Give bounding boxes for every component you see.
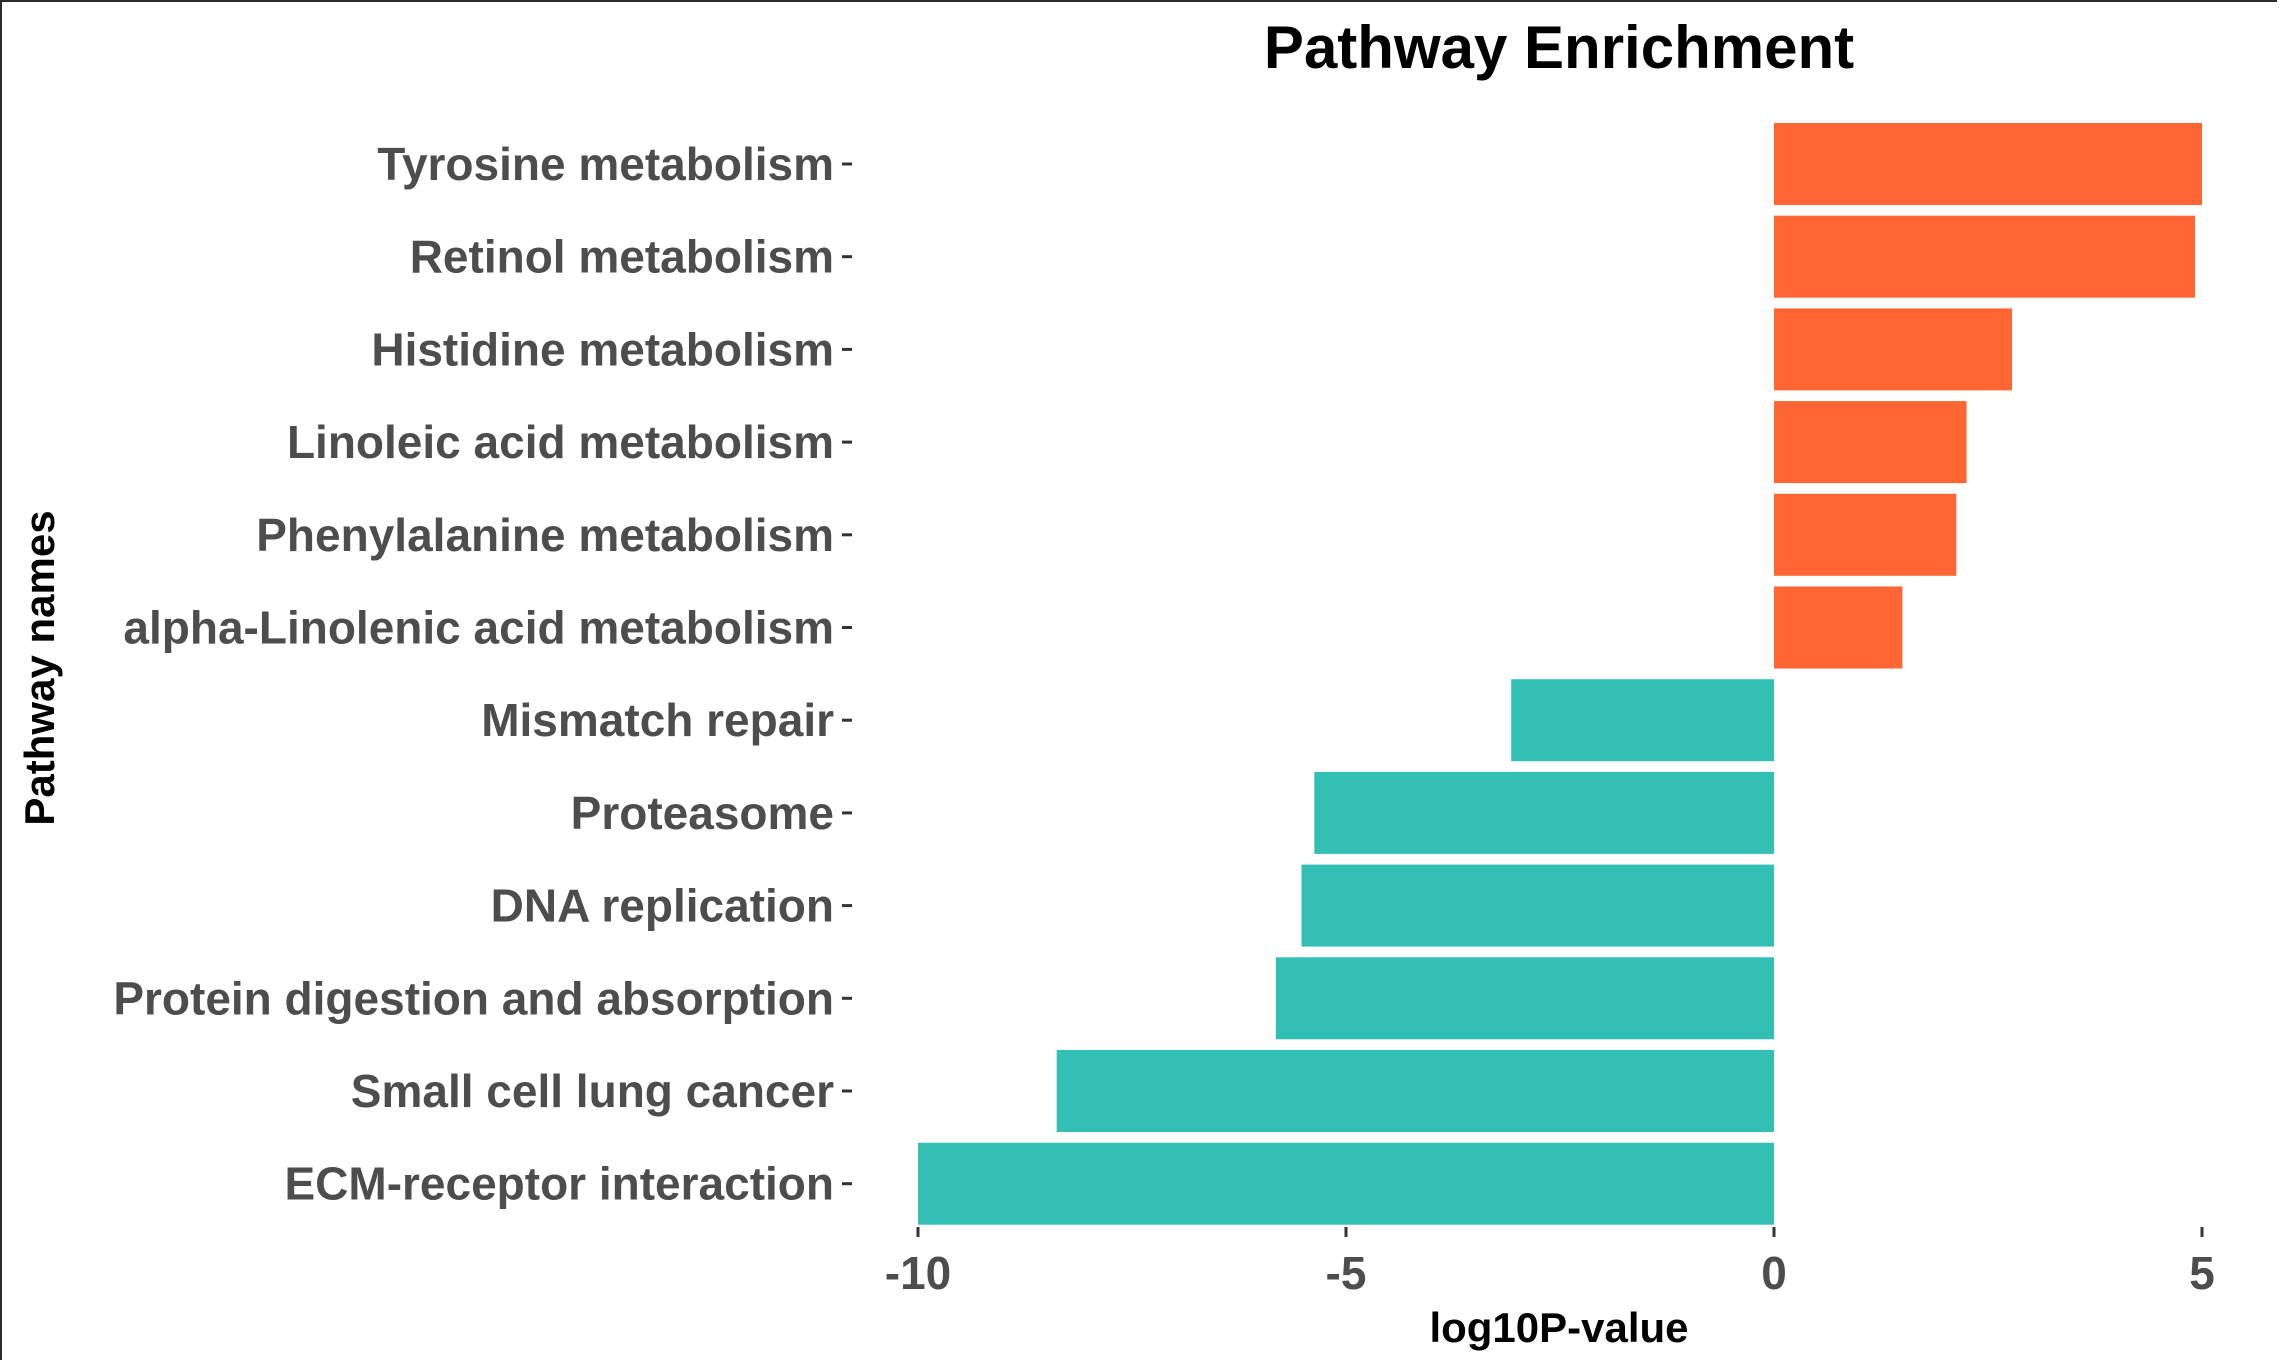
bar-mismatch-repair (1511, 679, 1774, 762)
category-label: DNA replication (491, 880, 834, 932)
category-label: Histidine metabolism (371, 323, 834, 375)
x-tick-label: 0 (1761, 1247, 1787, 1299)
category-labels: Tyrosine metabolism Retinol metabolism His… (113, 138, 852, 1210)
chart-title: Pathway Enrichment (1264, 14, 1854, 81)
category-label: Small cell lung cancer (351, 1065, 834, 1117)
category-label: Linoleic acid metabolism (287, 416, 834, 468)
category-label: alpha-Linolenic acid metabolism (123, 602, 834, 654)
category-label: Mismatch repair (481, 694, 834, 746)
x-tick-label: 5 (2189, 1247, 2215, 1299)
x-tick-label: -5 (1326, 1247, 1367, 1299)
category-label: Proteasome (571, 787, 834, 839)
x-axis-title: log10P-value (1429, 1304, 1688, 1351)
bar-dna-replication (1301, 864, 1774, 947)
category-label: ECM-receptor interaction (284, 1158, 834, 1210)
x-axis-ticks: -10 -5 0 5 (885, 1227, 2215, 1299)
y-axis-title: Pathway names (16, 510, 63, 825)
category-label: Retinol metabolism (410, 231, 834, 283)
bar-histidine-metabolism (1774, 308, 2012, 391)
bar-alpha-linolenic-acid-metabolism (1774, 586, 1903, 669)
bar-ecm-receptor-interaction (918, 1142, 1774, 1225)
category-label: Phenylalanine metabolism (256, 509, 834, 561)
bars-layer (918, 123, 2202, 1225)
x-tick-label: -10 (885, 1247, 951, 1299)
bar-tyrosine-metabolism (1774, 123, 2202, 205)
bar-phenylalanine-metabolism (1774, 493, 1957, 576)
bar-linoleic-acid-metabolism (1774, 401, 1967, 484)
bar-proteasome (1314, 771, 1774, 854)
category-label: Protein digestion and absorption (113, 972, 834, 1024)
category-label: Tyrosine metabolism (377, 138, 834, 190)
bar-retinol-metabolism (1774, 215, 2196, 298)
bar-protein-digestion-and-absorption (1275, 957, 1774, 1040)
bar-small-cell-lung-cancer (1056, 1050, 1774, 1132)
